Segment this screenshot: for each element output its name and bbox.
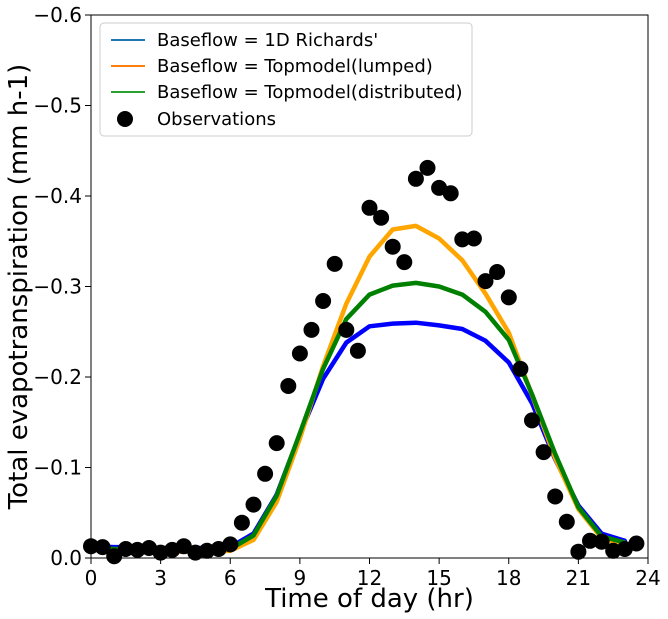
observation-point — [593, 533, 610, 550]
observation-point — [338, 321, 355, 338]
observation-point — [535, 444, 552, 461]
observation-point — [419, 159, 436, 176]
observation-point — [384, 238, 401, 255]
legend-label-2: Baseflow = Topmodel(lumped) — [157, 56, 433, 77]
legend: Baseflow = 1D Richards' Baseflow = Topmod… — [99, 22, 473, 137]
observation-point — [454, 231, 471, 248]
y-tick-label: −0.3 — [33, 275, 82, 299]
legend-box — [99, 22, 473, 137]
observation-point — [465, 230, 482, 247]
y-tick-label: −0.6 — [33, 3, 82, 27]
y-axis-label: Total evapotranspiration (mm h-1) — [4, 64, 34, 511]
x-axis-label: Time of day (hr) — [264, 584, 474, 614]
y-tick-label: −0.1 — [33, 456, 82, 480]
observation-point — [315, 293, 332, 309]
observation-point — [489, 264, 506, 280]
y-tick-label: −0.5 — [33, 94, 82, 118]
observation-point — [303, 321, 320, 338]
observation-point — [628, 535, 645, 552]
legend-label-3: Baseflow = Topmodel(distributed) — [157, 82, 463, 103]
observation-point — [94, 539, 111, 556]
x-tick-label: 3 — [154, 566, 167, 590]
observation-point — [547, 488, 564, 505]
observation-point — [222, 536, 239, 553]
legend-label-1: Baseflow = 1D Richards' — [157, 30, 378, 51]
observation-point — [500, 289, 517, 306]
x-tick-label: 6 — [224, 566, 237, 590]
y-tick-label: 0.0 — [50, 546, 82, 570]
observation-point — [291, 345, 308, 362]
observation-point — [582, 532, 598, 549]
observation-point — [570, 543, 587, 560]
observation-point — [117, 541, 134, 557]
x-tick-label: 18 — [496, 566, 521, 590]
observation-point — [280, 378, 297, 394]
observation-point — [558, 513, 575, 530]
observation-point — [373, 209, 390, 226]
x-tick-label: 15 — [426, 566, 451, 590]
legend-marker-observations — [117, 111, 133, 127]
observation-point — [477, 273, 494, 290]
axes: 0 3 6 9 12 15 18 21 24 0.0 −0.1 −0.2 −0.3 −0.4 −0.5 −0.… — [33, 3, 660, 590]
observation-point — [349, 342, 366, 359]
observation-point — [407, 170, 424, 187]
observation-point — [106, 548, 123, 565]
observation-point — [512, 360, 529, 377]
legend-label-observations: Observations — [157, 109, 276, 130]
observation-point — [361, 199, 378, 216]
y-tick-label: −0.2 — [33, 365, 82, 389]
plot-area — [83, 159, 645, 565]
x-tick-label: 12 — [357, 566, 382, 590]
observation-point — [442, 185, 459, 202]
y-tick-label: −0.4 — [33, 184, 82, 208]
observation-point — [257, 465, 274, 482]
x-tick-label: 9 — [294, 566, 307, 590]
observation-point — [268, 435, 285, 452]
x-tick-label: 0 — [85, 566, 98, 590]
observation-point — [396, 254, 413, 271]
observation-point — [326, 255, 343, 272]
x-tick-label: 21 — [566, 566, 591, 590]
observation-point — [233, 514, 250, 531]
x-tick-label: 24 — [635, 566, 660, 590]
observation-point — [524, 412, 540, 429]
observation-point — [245, 496, 262, 513]
